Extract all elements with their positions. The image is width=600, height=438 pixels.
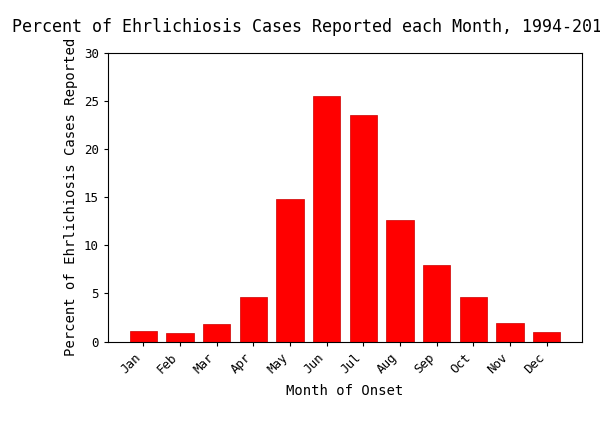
X-axis label: Month of Onset: Month of Onset <box>286 384 404 398</box>
Text: Percent of Ehrlichiosis Cases Reported each Month, 1994-2010: Percent of Ehrlichiosis Cases Reported e… <box>12 18 600 35</box>
Bar <box>423 265 451 342</box>
Bar <box>166 333 194 342</box>
Bar <box>203 324 230 342</box>
Bar <box>460 297 487 342</box>
Bar <box>350 115 377 342</box>
Bar <box>276 199 304 342</box>
Bar <box>130 331 157 342</box>
Bar <box>239 297 267 342</box>
Bar <box>313 96 340 342</box>
Y-axis label: Percent of Ehrlichiosis Cases Reported: Percent of Ehrlichiosis Cases Reported <box>64 38 79 356</box>
Bar <box>386 220 414 342</box>
Bar <box>533 332 560 342</box>
Bar <box>496 323 524 342</box>
